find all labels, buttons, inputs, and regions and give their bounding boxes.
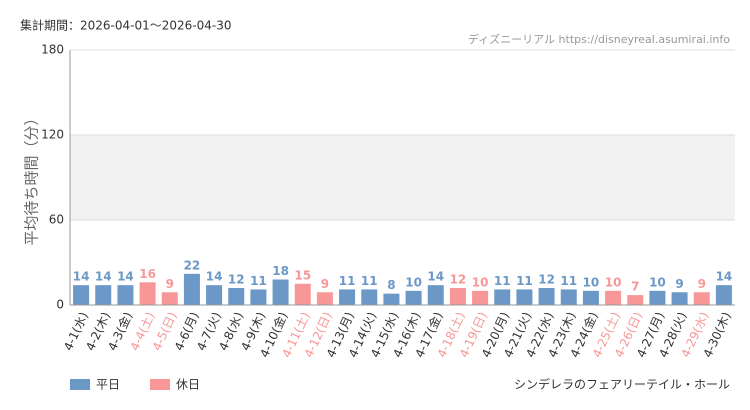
y-tick-label: 180 bbox=[41, 43, 64, 57]
grid-band bbox=[70, 135, 735, 220]
bar bbox=[715, 285, 732, 305]
y-tick-label: 60 bbox=[49, 213, 64, 227]
data-label: 7 bbox=[631, 280, 639, 294]
y-tick-label: 0 bbox=[56, 298, 64, 312]
data-label: 12 bbox=[450, 273, 467, 287]
period: 集計期間：2026-04-01～2026-04-30 bbox=[20, 18, 231, 33]
bar bbox=[516, 289, 533, 305]
data-label: 8 bbox=[387, 278, 395, 292]
data-label: 11 bbox=[250, 274, 267, 288]
data-label: 22 bbox=[184, 258, 201, 272]
bar bbox=[117, 285, 134, 305]
bar bbox=[316, 292, 333, 305]
bar bbox=[671, 292, 688, 305]
bar bbox=[449, 288, 466, 305]
data-label: 10 bbox=[472, 275, 489, 289]
data-label: 14 bbox=[716, 270, 733, 284]
bar bbox=[605, 290, 622, 305]
bar bbox=[161, 292, 178, 305]
data-label: 9 bbox=[698, 277, 706, 291]
y-axis-label: 平均待ち時間（分） bbox=[23, 110, 41, 245]
bar bbox=[95, 285, 112, 305]
bar bbox=[383, 293, 400, 305]
bar bbox=[538, 288, 555, 305]
data-label: 11 bbox=[494, 274, 511, 288]
data-label: 11 bbox=[361, 274, 378, 288]
data-label: 12 bbox=[228, 273, 245, 287]
data-label: 9 bbox=[321, 277, 329, 291]
data-label: 9 bbox=[675, 277, 683, 291]
data-label: 11 bbox=[516, 274, 533, 288]
bar bbox=[339, 289, 356, 305]
data-label: 9 bbox=[166, 277, 174, 291]
bar bbox=[73, 285, 90, 305]
y-tick-label: 120 bbox=[41, 128, 64, 142]
data-label: 16 bbox=[139, 267, 156, 281]
bar bbox=[206, 285, 223, 305]
bar bbox=[183, 273, 200, 305]
bar bbox=[250, 289, 267, 305]
bar bbox=[361, 289, 378, 305]
data-label: 14 bbox=[206, 270, 223, 284]
data-label: 10 bbox=[583, 275, 600, 289]
bar bbox=[228, 288, 245, 305]
source: ディズニーリアル https://disneyreal.asumirai.inf… bbox=[468, 32, 730, 46]
data-label: 11 bbox=[560, 274, 577, 288]
data-label: 11 bbox=[339, 274, 356, 288]
chart-subtitle: シンデレラのフェアリーテイル・ホール bbox=[514, 377, 730, 392]
data-label: 14 bbox=[73, 270, 90, 284]
data-label: 15 bbox=[294, 268, 311, 282]
bar bbox=[494, 289, 511, 305]
legend-swatch bbox=[70, 379, 90, 390]
data-label: 10 bbox=[405, 275, 422, 289]
bar bbox=[693, 292, 710, 305]
bar bbox=[272, 279, 289, 305]
data-label: 12 bbox=[538, 273, 555, 287]
bar bbox=[560, 289, 577, 305]
bar bbox=[627, 295, 644, 305]
legend-swatch bbox=[150, 379, 170, 390]
bar bbox=[405, 290, 422, 305]
bar bbox=[139, 282, 156, 305]
legend-label: 休日 bbox=[176, 378, 200, 392]
data-label: 10 bbox=[649, 275, 666, 289]
bar bbox=[427, 285, 444, 305]
data-label: 18 bbox=[272, 264, 289, 278]
data-label: 14 bbox=[427, 270, 444, 284]
data-label: 14 bbox=[95, 270, 112, 284]
data-label: 14 bbox=[117, 270, 134, 284]
legend-label: 平日 bbox=[96, 378, 120, 392]
data-label: 10 bbox=[605, 275, 622, 289]
bar bbox=[472, 290, 489, 305]
bar bbox=[582, 290, 599, 305]
bar bbox=[294, 283, 311, 305]
bar bbox=[649, 290, 666, 305]
